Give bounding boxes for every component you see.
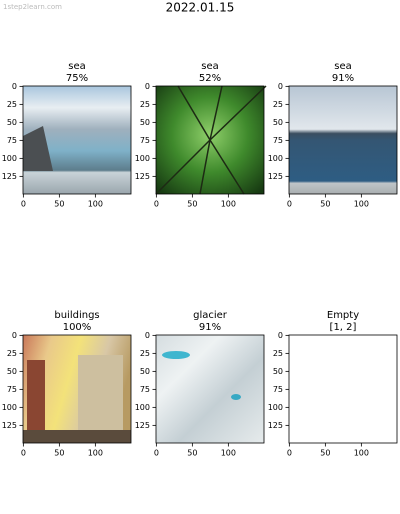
y-tick-label: 0: [278, 331, 283, 340]
y-tick-label: 50: [7, 367, 17, 376]
x-tick-label: 0: [21, 200, 26, 209]
y-tick-label: 100: [268, 154, 283, 163]
subplot-title: sea: [334, 61, 352, 72]
x-tick-label: 0: [287, 449, 292, 458]
image-detail: [78, 355, 123, 430]
image-detail: [209, 85, 267, 141]
y-tick-label: 0: [12, 331, 17, 340]
x-tick-label: 50: [187, 449, 197, 458]
subplot-subtitle: 91%: [332, 73, 354, 84]
y-tick-label: 25: [140, 100, 150, 109]
y-tick-label: 25: [273, 100, 283, 109]
y-tick-label: 0: [145, 82, 150, 91]
subplot-subtitle: 52%: [199, 73, 221, 84]
y-tick-label: 50: [7, 118, 17, 127]
watermark: 1step2learn.com: [3, 3, 62, 11]
y-tick-label: 25: [7, 100, 17, 109]
y-tick-label: 25: [140, 349, 150, 358]
image-detail: [162, 351, 190, 359]
image-detail: [199, 139, 211, 195]
y-tick-label: 50: [273, 367, 283, 376]
y-tick-label: 50: [140, 367, 150, 376]
x-tick-label: 50: [320, 449, 330, 458]
y-tick-label: 75: [140, 136, 150, 145]
y-tick-label: 125: [135, 421, 150, 430]
y-tick-label: 100: [2, 154, 17, 163]
image-detail: [23, 430, 131, 443]
subplot-title: sea: [201, 61, 219, 72]
x-tick-label: 50: [187, 200, 197, 209]
x-tick-label: 0: [287, 200, 292, 209]
y-tick-label: 100: [135, 154, 150, 163]
y-tick-label: 125: [268, 421, 283, 430]
subplot-title: Empty: [327, 310, 359, 321]
y-tick-label: 25: [7, 349, 17, 358]
x-tick-label: 100: [221, 200, 236, 209]
image-detail: [177, 85, 211, 141]
y-tick-label: 75: [273, 136, 283, 145]
subplot-title: glacier: [193, 310, 228, 321]
y-tick-label: 125: [2, 421, 17, 430]
y-tick-label: 75: [140, 385, 150, 394]
y-tick-label: 0: [12, 82, 17, 91]
x-tick-label: 0: [154, 200, 159, 209]
subplot-subtitle: 75%: [66, 73, 88, 84]
x-tick-label: 100: [88, 449, 103, 458]
y-tick-label: 125: [135, 172, 150, 181]
subplot-subtitle: 100%: [63, 322, 92, 333]
x-tick-label: 50: [54, 200, 64, 209]
x-tick-label: 50: [54, 449, 64, 458]
image-detail: [209, 85, 223, 141]
y-tick-label: 75: [7, 136, 17, 145]
x-tick-label: 0: [154, 449, 159, 458]
image-detail: [23, 126, 53, 171]
x-tick-label: 100: [221, 449, 236, 458]
image-detail: [27, 360, 45, 430]
subplot-title: buildings: [54, 310, 99, 321]
y-tick-label: 0: [278, 82, 283, 91]
image-detail: [155, 139, 211, 195]
y-tick-label: 100: [268, 403, 283, 412]
image-detail: [209, 139, 245, 195]
figure-title: 2022.01.15: [166, 1, 235, 15]
y-tick-label: 75: [273, 385, 283, 394]
x-tick-label: 100: [354, 449, 369, 458]
x-tick-label: 100: [354, 200, 369, 209]
y-tick-label: 75: [7, 385, 17, 394]
x-tick-label: 50: [320, 200, 330, 209]
subplot-title: sea: [68, 61, 86, 72]
y-tick-label: 50: [140, 118, 150, 127]
y-tick-label: 0: [145, 331, 150, 340]
subplot-subtitle: 91%: [199, 322, 221, 333]
subplot-subtitle: [1, 2]: [330, 322, 357, 333]
y-tick-label: 25: [273, 349, 283, 358]
y-tick-label: 100: [2, 403, 17, 412]
y-tick-label: 125: [268, 172, 283, 181]
x-tick-label: 100: [88, 200, 103, 209]
y-tick-label: 50: [273, 118, 283, 127]
y-tick-label: 100: [135, 403, 150, 412]
x-tick-label: 0: [21, 449, 26, 458]
y-tick-label: 125: [2, 172, 17, 181]
image: [289, 86, 397, 194]
image-detail: [231, 394, 241, 400]
image: [289, 335, 397, 443]
